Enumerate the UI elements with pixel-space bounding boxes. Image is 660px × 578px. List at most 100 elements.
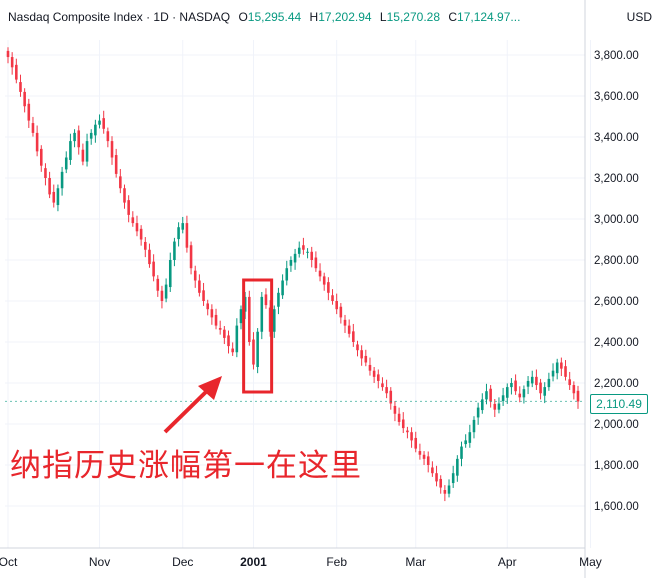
candle-body (464, 440, 467, 445)
candle-body (568, 379, 571, 386)
candle-body (397, 413, 401, 422)
candle-body (352, 331, 355, 342)
candle-body (431, 467, 434, 474)
y-tick-label: 3,800.00 (594, 50, 639, 62)
candle-body (530, 376, 534, 384)
high-value: 17,202.94 (318, 10, 372, 24)
y-tick-label: 3,000.00 (594, 214, 639, 226)
candle-body (406, 430, 409, 433)
last-price-label: 2,110.49 (590, 394, 648, 414)
candle-body (476, 407, 480, 418)
candle-body (189, 245, 193, 269)
candle-body (460, 446, 463, 459)
x-tick-label: Apr (498, 555, 517, 569)
candle-body (206, 303, 209, 310)
candle-body (418, 451, 422, 455)
candle-body (160, 290, 164, 301)
candle-body (148, 249, 151, 265)
x-tick-label: Dec (172, 555, 193, 569)
y-tick-label: 1,600.00 (594, 501, 639, 513)
candle-body (306, 251, 309, 253)
candle-body (343, 319, 347, 326)
candle-body (173, 241, 176, 260)
candle-body (260, 296, 264, 332)
candle-body (64, 157, 68, 170)
x-tick-label: Oct (0, 555, 18, 569)
candle-body (443, 490, 447, 494)
candle-body (510, 383, 513, 388)
annotation-box (242, 278, 274, 394)
candle-body (127, 200, 130, 215)
candle-body (231, 348, 234, 353)
candle-body (256, 331, 259, 368)
candle-body (223, 329, 226, 338)
candle-body (198, 280, 201, 293)
candle-body (69, 141, 72, 160)
y-tick-label: 2,400.00 (594, 337, 639, 349)
candle-body (52, 191, 56, 203)
candle-body (518, 393, 522, 398)
candle-body (152, 261, 155, 277)
candle-body (48, 178, 51, 195)
candle-body (10, 57, 14, 68)
candle-body (193, 270, 197, 281)
symbol-label[interactable]: Nasdaq Composite Index · 1D · NASDAQ (8, 10, 231, 24)
currency-label[interactable]: USD (626, 10, 652, 24)
candle-body (94, 124, 97, 136)
candle-body (218, 328, 222, 330)
annotation-caption: 纳指历史涨幅第一在这里 (10, 448, 362, 484)
candle-body (123, 188, 126, 203)
candle-body (485, 391, 488, 400)
candle-body (293, 253, 297, 263)
candle-body (102, 118, 105, 129)
candle-body (248, 296, 251, 342)
candle-body (547, 378, 551, 388)
candle-body (335, 301, 338, 310)
x-tick-label: May (579, 555, 602, 569)
y-tick-label: 2,200.00 (594, 378, 639, 390)
candle-body (560, 362, 563, 369)
candle-body (77, 130, 81, 148)
candle-body (505, 387, 509, 398)
annotation-arrow (163, 384, 214, 434)
candle-body (110, 141, 114, 158)
candle-body (239, 309, 243, 324)
candle-body (181, 223, 185, 230)
candle-body (210, 309, 214, 318)
candle-body (35, 132, 39, 152)
candle-body (468, 432, 472, 443)
candle-body (60, 171, 64, 189)
candle-body (6, 50, 10, 58)
candle-body (539, 382, 542, 394)
candle-body (497, 403, 501, 410)
candle-body (393, 405, 397, 414)
candle-body (177, 227, 180, 240)
close-value: 17,124.97... (457, 10, 521, 24)
x-tick-label: Feb (326, 555, 347, 569)
candle-body (297, 247, 301, 254)
candle-body (347, 325, 351, 334)
candle-body (522, 389, 526, 398)
x-tick-label: Nov (89, 555, 110, 569)
x-tick-label: Mar (405, 555, 426, 569)
chart-header: Nasdaq Composite Index · 1D · NASDAQ O15… (8, 10, 520, 24)
candle-body (44, 168, 47, 178)
candle-body (535, 376, 538, 386)
low-label: L (379, 10, 387, 24)
candle-body (401, 419, 405, 429)
candle-body (493, 403, 497, 410)
candle-body (555, 362, 559, 374)
candle-body (85, 141, 89, 162)
candle-body (356, 344, 359, 351)
candle-body (410, 432, 413, 441)
candle-body (447, 485, 451, 494)
candle-body (526, 380, 530, 387)
candle-body (168, 260, 172, 288)
candle-body (252, 339, 255, 365)
candle-body (389, 390, 393, 404)
candle-body (327, 282, 330, 293)
candle-body (27, 103, 31, 121)
candle-body (81, 149, 85, 162)
y-tick-label: 2,800.00 (594, 255, 639, 267)
